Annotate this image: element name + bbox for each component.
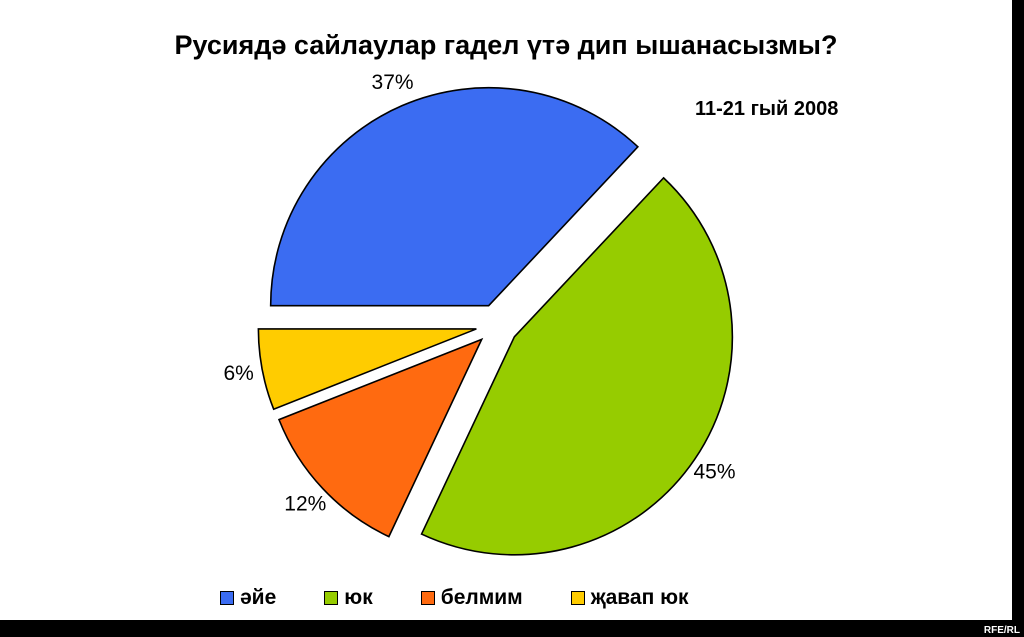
data-label-no: 45%	[694, 460, 736, 483]
chart-legend: әйе юк белмим җавап юк	[220, 586, 737, 610]
legend-swatch-yes	[220, 591, 234, 605]
legend-label-no: юк	[344, 586, 373, 609]
legend-label-no-answer: җавап юк	[590, 586, 689, 609]
legend-item-dont-know: белмим	[420, 586, 523, 610]
source-credit: RFE/RL	[983, 625, 1020, 636]
chart-subtitle: 11-21 гый 2008	[695, 98, 839, 120]
legend-item-no-answer: җавап юк	[570, 586, 689, 610]
pie-slice-dont-know	[277, 337, 484, 538]
data-label-dont-know: 12%	[284, 493, 326, 516]
legend-swatch-dont-know	[420, 591, 435, 605]
legend-item-yes: әйе	[220, 586, 276, 610]
legend-item-no: юк	[324, 586, 373, 610]
pie-slice-yes	[269, 86, 640, 307]
chart-title: Русиядә сайлаулар гадел үтә дип ышанасыз…	[174, 30, 838, 60]
legend-swatch-no-answer	[570, 591, 585, 605]
legend-swatch-no	[324, 591, 339, 605]
chart-canvas: Русиядә сайлаулар гадел үтә дип ышанасыз…	[0, 0, 1012, 620]
pie-chart: 37% 45% 12% 6%	[223, 71, 736, 556]
pie-slice-no-answer	[257, 328, 477, 411]
data-label-yes: 37%	[372, 71, 414, 94]
data-label-no-answer: 6%	[223, 362, 253, 385]
legend-label-yes: әйе	[240, 586, 277, 609]
pie-slice-no	[420, 176, 734, 556]
legend-label-dont-know: белмим	[440, 586, 523, 609]
